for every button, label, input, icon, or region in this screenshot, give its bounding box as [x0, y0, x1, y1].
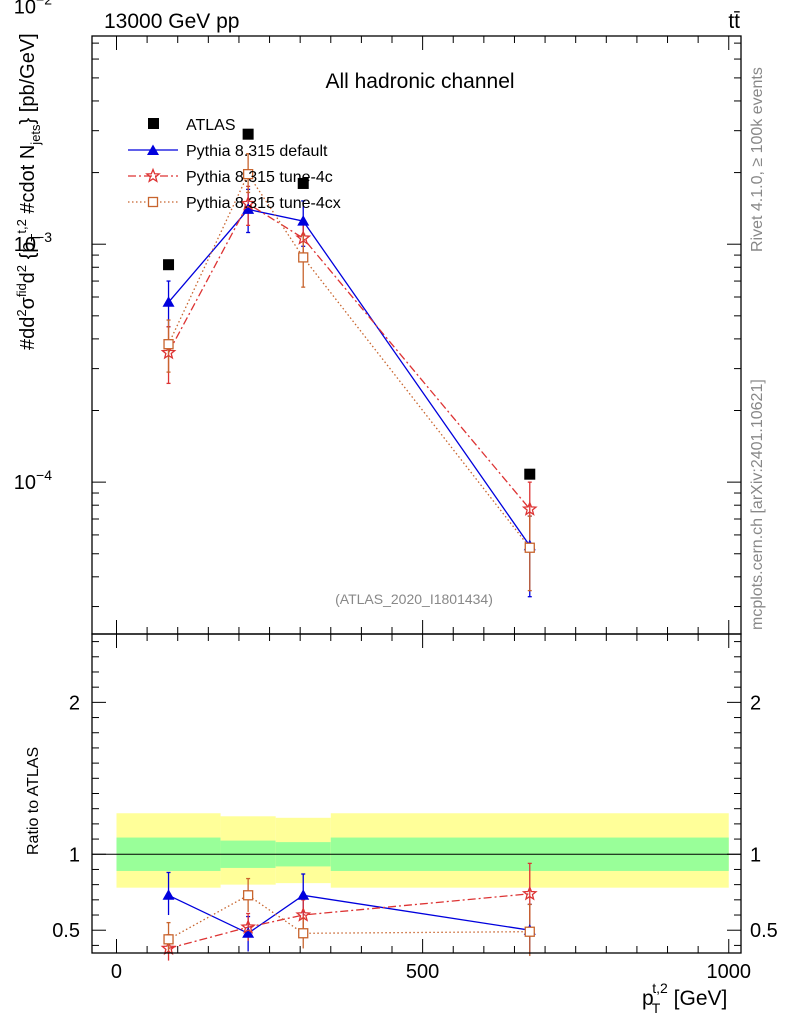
y-tick-label: 10−3 [14, 229, 52, 256]
y-axis-label: #dd2σfidd2 {pTt,2 #cdot Njets} [pb/GeV] [14, 33, 43, 350]
tune4c-point [521, 500, 538, 516]
ratio-y-tick-label: 2 [69, 692, 80, 714]
default-ratio-point [242, 927, 255, 938]
tune4cx-ratio-point [242, 890, 254, 901]
tune4c-point [160, 344, 177, 360]
default-ratio-line [168, 894, 530, 935]
x-tick-label: 500 [406, 961, 439, 983]
tune4cx-ratio-line [168, 894, 530, 940]
legend-marker-atlas [148, 118, 159, 129]
tune4c-line [167, 202, 531, 510]
main-panel: 10−4 10−3 10−2 All hadronic channel (ATLAS… [14, 0, 742, 635]
tune4c-ratio-point [160, 940, 177, 956]
tune4cx-point [163, 339, 174, 350]
atlas-point [163, 259, 175, 271]
legend-marker-tune4cx [147, 196, 159, 208]
ratio-y-label: Ratio to ATLAS [25, 747, 42, 855]
legend-label-atlas: ATLAS [186, 117, 236, 134]
main-panel-bg [92, 36, 741, 634]
ratio-y-tick-label-right: 2 [750, 692, 761, 714]
legend-label-tune4cx: Pythia 8.315 tune-4cx [186, 195, 341, 212]
x-tick-label: 0 [111, 961, 122, 983]
tune4c-point [240, 195, 257, 211]
legend-label-tune4c: Pythia 8.315 tune-4c [186, 169, 333, 186]
y-tick-label: 10−4 [14, 467, 52, 494]
legend-label-default: Pythia 8.315 default [186, 143, 328, 160]
tune4cx-point [298, 252, 309, 263]
mcplots-label: mcplots.cern.ch [arXiv:2401.10621] [749, 379, 766, 630]
ratio-panel-frame [91, 633, 742, 954]
tune4cx-ratio-point [524, 926, 535, 937]
legend-marker-default [147, 144, 159, 155]
ratio-y-tick-label: 0.5 [52, 920, 80, 942]
ratio-panel: 0.5 0.5 1 1 2 2 0 500 1000 Ratio to ATLAS pTt,2 … [25, 633, 778, 1016]
energy-label: 13000 GeV pp [104, 10, 239, 33]
y-tick-label: 10−2 [14, 0, 52, 18]
legend: ATLAS Pythia 8.315 default Pythia 8.315 … [128, 117, 341, 212]
atlas-point [524, 468, 536, 480]
default-point [162, 296, 175, 307]
ratio-y-tick-label-right: 1 [750, 844, 761, 866]
default-ratio-point [162, 889, 175, 900]
ratio-y-tick-label-right: 0.5 [750, 920, 778, 942]
tune4cx-ratio-point [298, 928, 309, 939]
rivet-label: Rivet 4.1.0, ≥ 100k events [749, 67, 766, 252]
legend-marker-tune4c [145, 167, 161, 183]
tune4c-ratio-point [521, 885, 538, 901]
chart-title: All hadronic channel [325, 70, 514, 93]
process-label: tt̄ [728, 10, 740, 33]
default-ratio-point [297, 889, 310, 900]
x-tick-label: 1000 [707, 961, 752, 983]
tune4c-point [295, 229, 312, 245]
tune4cx-point [524, 542, 535, 553]
analysis-id: (ATLAS_2020_I1801434) [335, 591, 493, 607]
ratio-y-tick-label: 1 [69, 844, 80, 866]
x-axis-label: pTt,2 [GeV] [642, 980, 727, 1016]
tune4cx-ratio-point [163, 934, 174, 945]
default-point [242, 203, 255, 214]
tune4c-ratio-line [168, 893, 530, 950]
tune4c-ratio-point [295, 906, 312, 922]
tune4cx-point [242, 168, 254, 180]
tune4c-ratio-point [240, 918, 257, 934]
default-point [297, 215, 310, 226]
atlas-point [242, 128, 254, 140]
atlas-point [297, 177, 309, 189]
